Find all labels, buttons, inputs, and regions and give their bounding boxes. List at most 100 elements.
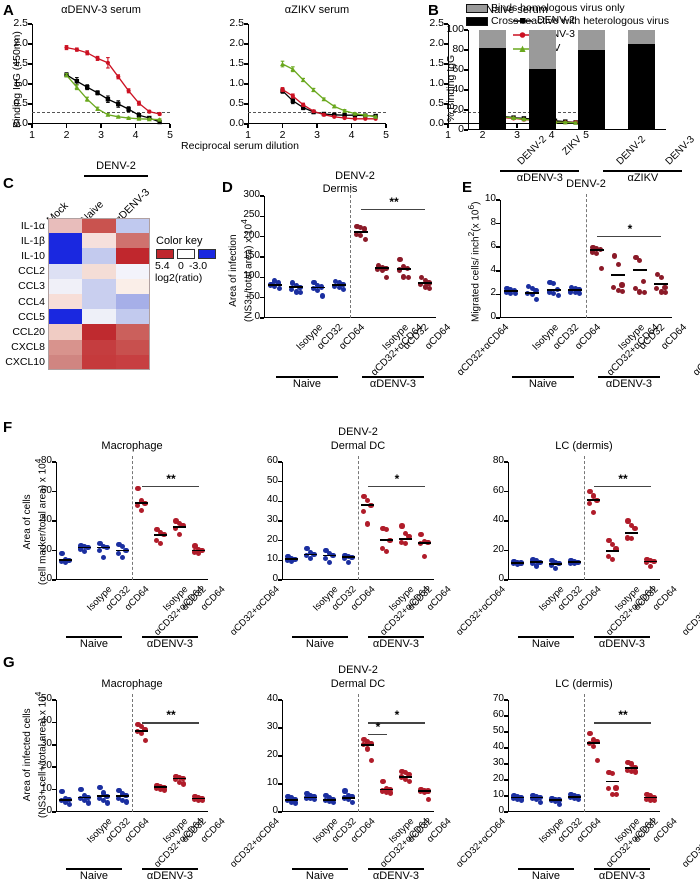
panel-g-1-datapoint	[345, 792, 352, 798]
panel-f-0-datapoint	[157, 540, 164, 546]
panel-c-cell	[48, 233, 82, 249]
panel-a-y-ticklabel: 0.5	[13, 97, 28, 109]
panel-f-1-mean-line	[342, 556, 355, 559]
panel-e-datapoint	[508, 290, 514, 296]
panel-g-1-datapoint	[383, 789, 390, 795]
panel-g-2-datapoint	[590, 737, 597, 743]
panel-g-2-datapoint	[576, 796, 582, 802]
panel-d-group-bar-1	[361, 376, 425, 378]
panel-b-y-ticklabel: 80	[452, 43, 464, 55]
panel-g-0-y-ticklabel: 40	[40, 715, 52, 727]
panel-f-0-y-tickmark	[52, 549, 56, 552]
panel-a-y-tickmark	[444, 63, 448, 65]
panel-e-y-ticklabel: 6	[490, 240, 496, 252]
panel-g-0-datapoint	[176, 780, 183, 786]
panel-a-x-tickmark	[281, 124, 284, 128]
panel-a-y-tickmark	[244, 63, 248, 65]
panel-e-datapoint	[615, 288, 621, 294]
panel-g-1-datapoint	[326, 795, 333, 801]
panel-f-1-y-ticklabel: 50	[266, 474, 278, 486]
panel-g-2-datapoint	[533, 796, 540, 802]
panel-g-2-datapoint	[643, 796, 649, 802]
panel-f-0-datapoint	[192, 543, 198, 549]
panel-g-2-group-label-0: Naive	[531, 870, 561, 882]
panel-f-2-datapoint	[533, 558, 540, 564]
panel-e-mean-line	[632, 269, 647, 272]
panel-f-0-y-ticklabel: 80	[40, 455, 52, 466]
panel-a-x-ticklabel: 1	[445, 129, 451, 141]
panel-g-2-group-bar-0	[518, 868, 574, 870]
panel-f-0-datapoint	[115, 550, 121, 557]
panel-d-y-ticklabel: 100	[243, 270, 260, 282]
panel-b-legend-label-1: Cross-reactive with heterologous virus	[491, 15, 669, 27]
panel-letter-a: A	[3, 2, 14, 19]
panel-d-datapoint	[298, 290, 304, 296]
panel-c-header-label: DENV-2	[96, 160, 136, 172]
panel-d-datapoint	[397, 256, 403, 263]
panel-a-y-ticklabel: 0.5	[229, 97, 244, 109]
panel-f-0-group-divider	[132, 456, 133, 580]
panel-g-2-datapoint	[514, 796, 521, 802]
panel-f-1-datapoint	[284, 557, 290, 563]
panel-a-x-ticklabel: 4	[548, 129, 555, 141]
panel-b-bar-black-3	[627, 44, 655, 130]
panel-a-x-tickmark	[247, 124, 249, 128]
panel-g-0-datapoint	[135, 722, 141, 728]
panel-g-0-group-label-1: αDENV-3	[146, 870, 194, 882]
panel-a-y-tickmark	[28, 63, 32, 65]
panel-f-2-datapoint	[590, 493, 597, 499]
panel-a-x-tickmark	[385, 124, 387, 128]
panel-f-2-datapoint	[587, 488, 593, 495]
panel-e-datapoint	[662, 284, 668, 290]
panel-b-axes	[468, 30, 666, 130]
panel-g-0-datapoint	[154, 782, 160, 788]
panel-e-datapoint	[534, 296, 540, 302]
panel-f-0-y-ticklabel: 20	[40, 543, 52, 555]
panel-d-datapoint	[418, 274, 425, 280]
panel-g-subplot-title-0: Macrophage	[101, 678, 163, 690]
panel-g-0-y-tickmark	[52, 766, 56, 768]
panel-c-colorkey-high-value: 5.4	[155, 260, 170, 272]
panel-e-group-bar-1	[597, 376, 661, 378]
panel-g-2-datapoint	[613, 785, 619, 791]
panel-c-cell	[116, 233, 150, 249]
panel-g-1-datapoint	[304, 791, 310, 797]
panel-e-y-ticklabel: 2	[490, 287, 496, 299]
panel-g-1-datapoint	[288, 799, 295, 805]
panel-a-y-ticklabel: 2.0	[429, 37, 444, 49]
panel-b-group-label-0: αDENV-3	[516, 172, 563, 184]
panel-g-2-y-tickmark	[504, 747, 508, 749]
panel-c-rowlabel-5: CCL4	[18, 295, 45, 308]
panel-d-datapoint	[361, 226, 368, 232]
panel-d-datapoint	[353, 232, 359, 238]
panel-f-1-datapoint	[326, 559, 333, 565]
panel-g-0-datapoint	[153, 785, 159, 792]
panel-g-2-datapoint	[647, 793, 654, 799]
panel-a-y-tickmark	[28, 23, 32, 25]
panel-f-0-datapoint	[135, 485, 141, 492]
panel-g-0-datapoint	[105, 800, 111, 806]
panel-f-1-datapoint	[421, 553, 428, 559]
panel-a-axes-1	[248, 24, 386, 124]
panel-g-2-mean-line	[549, 799, 562, 801]
panel-g-0-datapoint	[119, 798, 126, 804]
panel-g-1-datapoint	[406, 771, 412, 777]
panel-c-rowlabel-4: CCL3	[18, 280, 45, 293]
panel-e-datapoint	[546, 289, 552, 295]
panel-g-2-datapoint	[587, 731, 593, 737]
panel-g-0-datapoint	[172, 776, 178, 783]
panel-e-datapoint	[615, 262, 621, 268]
panel-f-2-significance-line	[593, 485, 651, 487]
panel-e-y-tickmark	[496, 199, 500, 201]
panel-c-rowlabel-7: CCL20	[12, 325, 45, 338]
panel-g-0-datapoint	[58, 798, 64, 804]
panel-a-x-ticklabel: 3	[314, 129, 320, 141]
panel-f-2-datapoint	[624, 535, 630, 541]
panel-f-2-y-ticklabel: 20	[492, 543, 504, 555]
panel-f-2-significance-star: **	[618, 471, 628, 486]
panel-g-1-datapoint	[402, 777, 409, 783]
panel-a-y-ticklabel: 0.0	[13, 117, 28, 129]
panel-g-1-y-ticklabel: 0	[272, 805, 278, 816]
panel-d-y-ticklabel: 250	[243, 209, 260, 221]
panel-f-2-datapoint	[552, 559, 559, 565]
